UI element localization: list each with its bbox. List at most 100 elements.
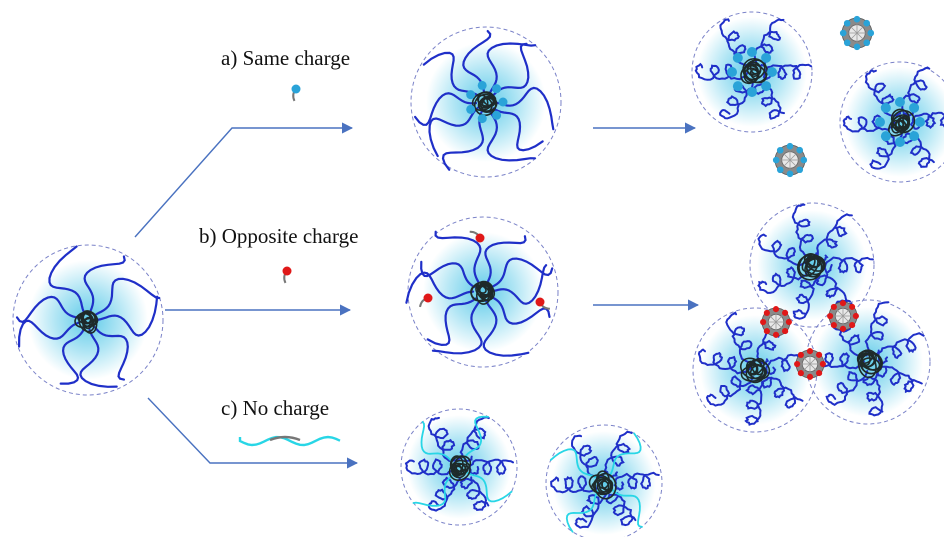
core-strand — [596, 470, 610, 489]
complex-tail — [842, 309, 850, 317]
complex-head — [839, 29, 847, 37]
complex-head — [827, 312, 834, 320]
core-strand — [470, 281, 490, 302]
core-strand — [81, 310, 99, 326]
core-strand — [746, 63, 762, 76]
complex-tail — [856, 26, 864, 34]
complex-tail — [850, 26, 858, 34]
micelle-boundary — [749, 202, 875, 328]
micelle-boundary — [410, 26, 562, 178]
polymer-arm — [95, 277, 161, 316]
core-strand — [594, 472, 617, 500]
polymer-arm — [93, 326, 129, 381]
complex-head — [852, 312, 859, 320]
collapsed-micelle-icon — [691, 11, 813, 133]
polymer-arm — [490, 295, 551, 325]
core-strand — [894, 119, 907, 132]
core-strand — [897, 117, 910, 129]
core-strand — [749, 68, 760, 80]
complex-tail — [789, 153, 797, 161]
complex-tail — [809, 363, 817, 371]
polymer-arm — [15, 295, 80, 324]
coiled-arm — [744, 381, 764, 426]
complex-tail — [789, 159, 797, 167]
coiled-arm — [842, 114, 896, 133]
core-strand — [478, 284, 492, 296]
coiled-arm — [864, 301, 890, 356]
complex-head — [794, 360, 801, 368]
coiled-arm — [725, 311, 759, 366]
complex-head — [843, 19, 851, 27]
label-opposite-charge: b) Opposite charge — [199, 224, 359, 248]
complex-head — [760, 318, 767, 326]
bound-surfactant-head — [909, 131, 920, 142]
bound-surfactant-head — [477, 114, 487, 124]
polymer-arm — [463, 415, 490, 460]
neutral-polymer-core — [269, 435, 301, 442]
bound-surfactant-head — [535, 297, 545, 307]
polymer-arm — [490, 257, 554, 289]
coiled-arm — [550, 475, 600, 494]
bound-surfactant-head — [492, 110, 502, 120]
micelle-boundary — [839, 61, 944, 183]
polymer-arm — [609, 432, 642, 476]
bound-surfactant-head — [466, 104, 476, 114]
polymer-arm — [428, 106, 479, 158]
polymer-arm — [610, 488, 643, 528]
bound-surfactant-head — [895, 137, 906, 147]
complex-tail — [836, 315, 844, 323]
complex-head — [863, 19, 871, 27]
coiled-arm — [427, 476, 462, 512]
polymer-arm — [48, 245, 85, 313]
bound-surfactant-head — [477, 80, 487, 90]
complex-head — [863, 39, 871, 47]
complex-head — [806, 373, 814, 380]
coiled-arm — [792, 275, 818, 320]
polymer-arm — [426, 297, 477, 347]
micelle-boundary — [12, 244, 164, 396]
complex-head — [797, 351, 804, 358]
complex-tail — [783, 159, 791, 167]
neutral-polymer-icon — [238, 435, 341, 447]
collapsed-micelle-icon — [839, 61, 944, 183]
core-strand — [450, 455, 472, 473]
complex-tail — [836, 309, 844, 317]
bound-surfactant-head — [747, 86, 758, 97]
arrow-2 — [147, 397, 359, 469]
core-strand — [596, 478, 613, 495]
bound-surfactant-head — [492, 84, 502, 94]
polymer-arm — [59, 328, 85, 385]
polymer-arm — [420, 260, 476, 289]
core-strand — [803, 253, 826, 272]
core-strand — [861, 357, 881, 371]
solvation-halo — [426, 42, 546, 162]
coiled-arm — [697, 348, 753, 375]
complex-head — [830, 303, 837, 310]
complex-head — [830, 322, 837, 329]
complex-tail — [850, 32, 858, 40]
polymer-arm — [486, 42, 537, 94]
core-strand — [859, 351, 883, 375]
polymer-arm — [18, 319, 80, 348]
polymer-arm — [414, 92, 478, 126]
coiled-arm — [427, 416, 461, 463]
polymer-arm — [412, 473, 454, 507]
star-polymer-micelle-icon — [410, 26, 562, 178]
bound-surfactant-head — [732, 81, 743, 92]
complex-head — [843, 39, 851, 47]
polymer-arm — [549, 448, 597, 479]
coiled-arm — [753, 18, 785, 68]
polymer-arm — [484, 235, 527, 284]
complex-head — [763, 328, 770, 335]
complex-head — [772, 156, 780, 164]
aggregated-micelle-icon — [805, 299, 931, 425]
polymer-arm — [83, 255, 126, 312]
solvation-halo — [28, 260, 148, 380]
bound-surfactant-head — [761, 81, 772, 92]
polymer-arm — [494, 86, 555, 131]
coiled-arm — [909, 111, 944, 130]
complex-tail — [783, 153, 791, 161]
collapsed-micelle-icon — [400, 408, 518, 526]
coiled-arm — [694, 62, 749, 81]
